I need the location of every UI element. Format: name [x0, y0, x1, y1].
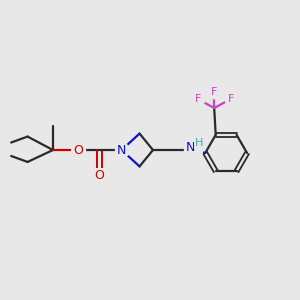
Text: O: O — [94, 169, 104, 182]
Text: F: F — [227, 94, 234, 104]
Text: N: N — [186, 141, 196, 154]
Text: N: N — [117, 143, 126, 157]
Text: H: H — [194, 138, 203, 148]
Text: O: O — [74, 143, 83, 157]
Text: F: F — [211, 87, 217, 97]
Text: F: F — [195, 94, 201, 104]
